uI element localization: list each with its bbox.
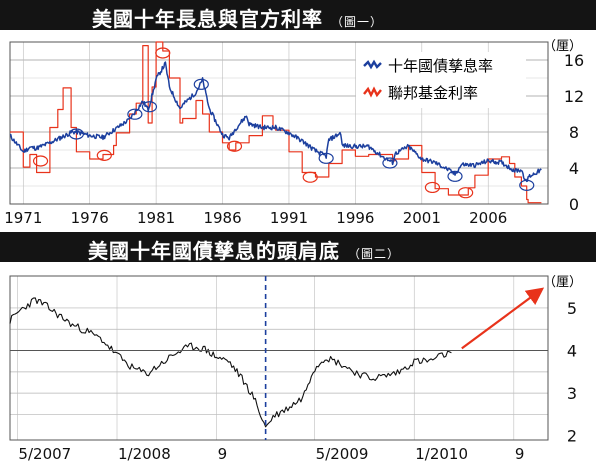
chart2-x-tick-label: 5/2007 [18, 445, 71, 463]
chart1-fed-funds-trough-circle [32, 155, 49, 167]
chart1-y-tick-label: 4 [569, 159, 579, 178]
chart1-fed-funds-trough-circle [302, 171, 318, 183]
chart1-fed-funds-trough-circle [424, 181, 441, 194]
chart1-treasury-trough-circle [141, 101, 158, 113]
chart1-treasury-trough-circle [447, 170, 463, 182]
chart2-y-tick-label: 4 [567, 342, 577, 361]
chart1-x-tick-label: 1991 [270, 209, 308, 227]
chart1: 十年國債孳息率 聯邦基金利率 （厘） 0 4 8 12 16 1971 1976 1981 1… [0, 30, 596, 230]
chart1-title: 美國十年長息與官方利率 [92, 7, 323, 31]
chart1-treasury-trough-circle [519, 179, 535, 191]
series-treasury-line [9, 61, 542, 183]
chart1-y-tick-label: 12 [564, 87, 584, 106]
chart2-x-tick-label: 1/2010 [415, 445, 468, 463]
chart1-x-tick-label: 1986 [203, 209, 241, 227]
chart1-x-tick-label: 1981 [137, 209, 175, 227]
chart2-y-unit: （厘） [543, 275, 582, 290]
chart1-title-banner: 美國十年長息與官方利率 （圖一） [0, 0, 596, 31]
chart2-y-tick-label: 5 [567, 299, 577, 318]
legend-swatch-treasury [363, 59, 382, 70]
chart1-subtitle: （圖一） [331, 15, 384, 29]
legend-swatch-fed-funds [363, 86, 382, 98]
chart1-fed-funds-trough-circle [96, 149, 112, 161]
chart2-y-tick-label: 3 [567, 384, 577, 403]
chart2-breakout-arrow [461, 287, 545, 350]
chart2-x-tick-label: 1/2008 [118, 445, 171, 463]
chart2-x-tick-label: 5/2009 [316, 445, 369, 463]
chart1-legend: 十年國債孳息率 聯邦基金利率 [356, 52, 526, 108]
chart1-x-tick-label: 1971 [4, 209, 42, 227]
chart2-x-tick-label: 9 [515, 445, 525, 463]
chart2-background [0, 262, 596, 467]
chart1-treasury-trough-circle [68, 128, 85, 140]
chart1-y-unit: （厘） [543, 39, 582, 54]
legend-label-treasury: 十年國債孳息率 [388, 57, 493, 75]
legend-label-fed-funds: 聯邦基金利率 [388, 84, 478, 102]
chart1-y-tick-label: 8 [569, 123, 579, 142]
chart1-treasury-trough-circle [193, 78, 209, 90]
chart2-title-banner: 美國十年國債孳息的頭肩底 （圖二） [0, 232, 596, 263]
chart1-legend-box [356, 52, 526, 108]
chart1-y-tick-label: 16 [564, 51, 584, 70]
chart1-treasury-trough-circle [127, 108, 143, 120]
chart1-y-tick-label: 0 [569, 195, 579, 214]
chart2-x-tick-label: 9 [218, 445, 228, 463]
chart1-plot-frame [9, 41, 549, 205]
chart1-x-tick-label: 1976 [71, 209, 109, 227]
series-fed-funds-line [10, 41, 542, 204]
chart2-plot-frame [9, 275, 549, 441]
chart1-fed-funds-trough-circle [458, 187, 474, 199]
chart1-fed-funds-trough-circle [226, 140, 243, 152]
chart2-title: 美國十年國債孳息的頭肩底 [88, 239, 340, 263]
series-treasury-yield-line [9, 297, 452, 428]
chart2-subtitle: （圖二） [348, 247, 401, 261]
chart1-x-tick-label: 1996 [336, 209, 374, 227]
chart1-treasury-trough-circle [382, 157, 398, 169]
chart1-x-tick-label: 2006 [469, 209, 507, 227]
chart2: （厘） 2 3 4 5 5/2007 1/2008 9 5/2009 1/2010 9 [0, 262, 596, 467]
chart1-fed-funds-trough-circle [155, 47, 171, 59]
chart1-treasury-trough-circle [318, 152, 334, 164]
chart1-x-tick-label: 2001 [403, 209, 441, 227]
chart2-y-tick-label: 2 [567, 427, 577, 446]
